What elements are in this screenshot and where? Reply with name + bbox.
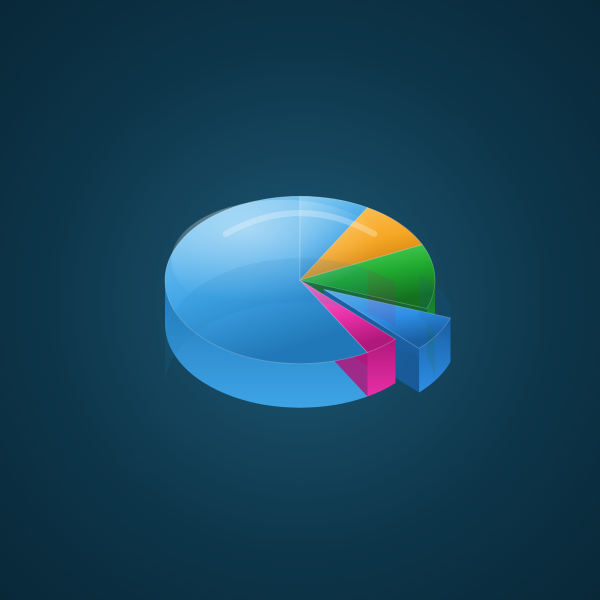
- pie-chart-3d: [130, 130, 470, 470]
- pie-chart-svg: [130, 130, 470, 510]
